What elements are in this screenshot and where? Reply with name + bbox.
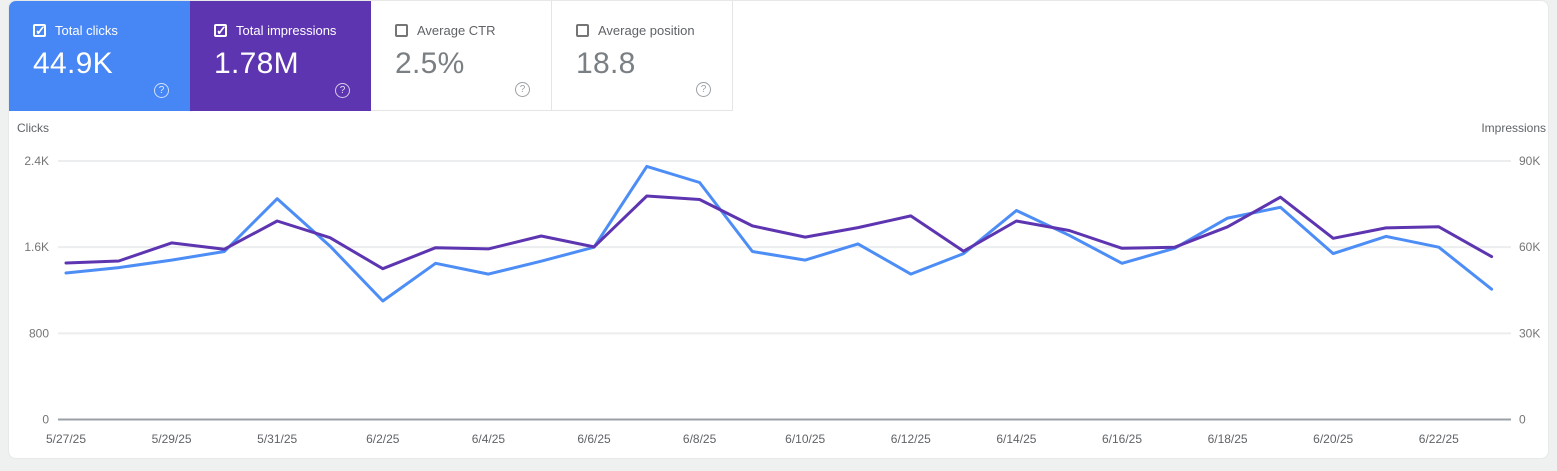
left-axis-title: Clicks <box>17 121 49 135</box>
x-axis-tick: 6/10/25 <box>785 432 825 446</box>
metric-label: Average position <box>598 23 695 38</box>
metric-value: 2.5% <box>395 47 465 80</box>
checkbox-icon[interactable] <box>33 23 46 39</box>
x-axis-tick: 5/31/25 <box>257 432 297 446</box>
x-axis-tick: 6/20/25 <box>1313 432 1353 446</box>
metric-tile-average-ctr[interactable]: Average CTR 2.5% <box>371 1 552 111</box>
metric-tile-total-clicks[interactable]: Total clicks 44.9K <box>9 1 190 111</box>
checkbox-icon[interactable] <box>214 23 227 39</box>
right-axis-tick: 60K <box>1519 240 1540 254</box>
help-icon[interactable] <box>515 82 530 97</box>
x-axis-tick: 5/29/25 <box>152 432 192 446</box>
x-axis-tick: 6/18/25 <box>1208 432 1248 446</box>
left-axis-tick: 2.4K <box>24 154 49 168</box>
metric-tile-total-impressions[interactable]: Total impressions 1.78M <box>190 1 371 111</box>
x-axis-tick: 6/4/25 <box>472 432 506 446</box>
x-axis-tick: 6/2/25 <box>366 432 400 446</box>
help-icon[interactable] <box>696 82 711 97</box>
x-axis-tick: 6/8/25 <box>683 432 717 446</box>
x-axis-tick: 6/12/25 <box>891 432 931 446</box>
metric-label: Total clicks <box>55 23 118 38</box>
left-axis-tick: 800 <box>29 326 49 340</box>
right-axis-tick: 30K <box>1519 326 1540 340</box>
right-axis-tick: 90K <box>1519 154 1540 168</box>
metric-label: Total impressions <box>236 23 337 38</box>
metric-value: 1.78M <box>214 47 299 80</box>
metric-tiles-row: Total clicks 44.9K Total impressions 1.7… <box>9 1 1548 111</box>
x-axis-tick: 6/14/25 <box>996 432 1036 446</box>
left-axis-tick: 1.6K <box>24 240 49 254</box>
performance-panel: Total clicks 44.9K Total impressions 1.7… <box>8 0 1549 459</box>
x-axis-tick: 5/27/25 <box>46 432 86 446</box>
metric-value: 44.9K <box>33 47 113 80</box>
help-icon[interactable] <box>335 83 350 98</box>
performance-chart[interactable]: Clicks Impressions 2.4K 1.6K 800 0 90K 60K 30K 0 5… <box>9 1 1549 459</box>
checkbox-icon[interactable] <box>576 24 589 37</box>
x-axis-tick: 6/6/25 <box>577 432 611 446</box>
checkbox-icon[interactable] <box>395 24 408 37</box>
impressions-line <box>64 194 1494 271</box>
right-axis-tick: 0 <box>1519 413 1526 427</box>
x-axis-tick: 6/16/25 <box>1102 432 1142 446</box>
x-axis-tick: 6/22/25 <box>1419 432 1459 446</box>
clicks-line <box>64 164 1494 303</box>
metric-tile-average-position[interactable]: Average position 18.8 <box>552 1 733 111</box>
right-axis-title: Impressions <box>1481 121 1546 135</box>
help-icon[interactable] <box>154 83 169 98</box>
metric-label: Average CTR <box>417 23 496 38</box>
metric-value: 18.8 <box>576 47 636 80</box>
left-axis-tick: 0 <box>42 413 49 427</box>
